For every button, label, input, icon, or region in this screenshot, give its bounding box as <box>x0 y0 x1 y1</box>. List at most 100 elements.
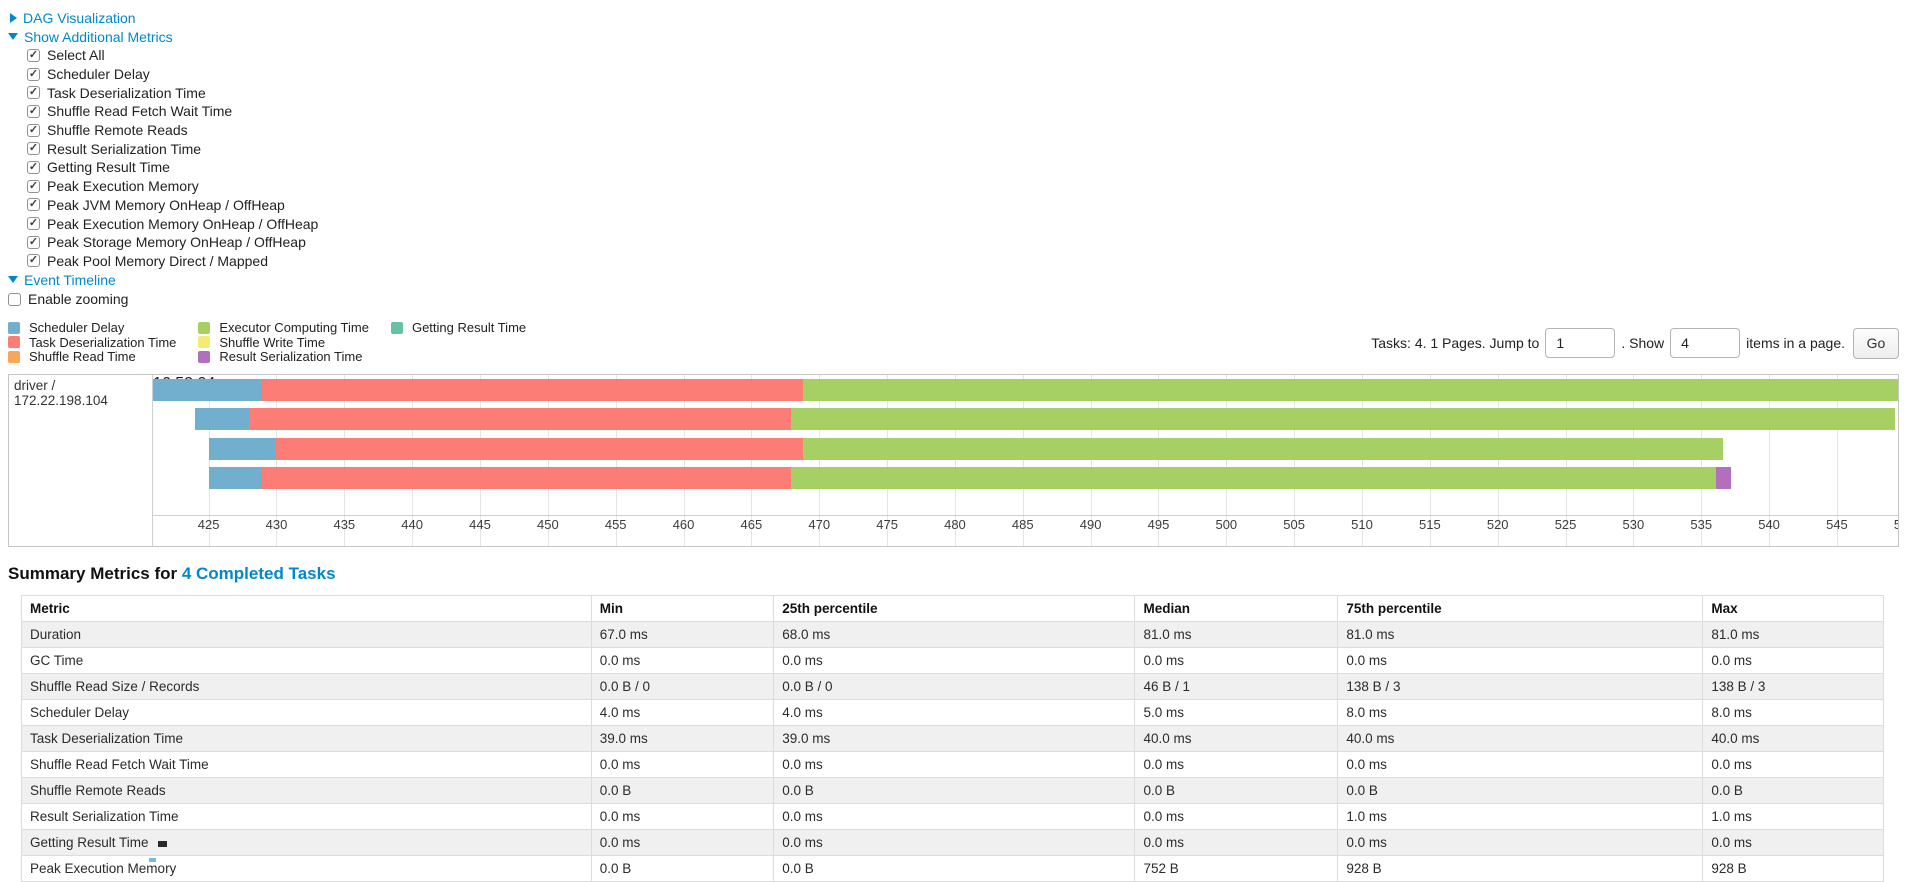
event-timeline-toggle[interactable]: Event Timeline <box>8 270 1899 289</box>
timeline-gridline <box>276 374 278 546</box>
legend-swatch <box>198 336 211 348</box>
legend-swatch <box>198 321 211 334</box>
task-segment-executor-computing[interactable] <box>790 407 1896 430</box>
axis-tick-label: 435 <box>333 516 356 532</box>
table-cell: Task Deserialization Time <box>21 724 592 752</box>
enable-zooming-checkbox[interactable] <box>8 292 21 306</box>
timeline-task-bar[interactable] <box>153 407 1898 430</box>
table-row: Task Deserialization Time 39.0 ms 39.0 ms 4… <box>21 724 1884 752</box>
table-cell: 752 B <box>1134 854 1339 882</box>
task-segment-scheduler-delay[interactable] <box>153 378 262 401</box>
table-cell: GC Time <box>21 646 592 674</box>
task-segment-task-deserialization[interactable] <box>261 378 803 401</box>
timeline-gridline <box>1022 374 1024 546</box>
table-cell: 0.0 B <box>590 854 775 882</box>
items-per-page-input[interactable] <box>1670 328 1741 358</box>
table-cell: 0.0 B <box>1337 776 1704 804</box>
table-cell: 0.0 ms <box>1337 646 1704 674</box>
metric-checkbox[interactable] <box>27 86 40 100</box>
metric-checkbox-item[interactable]: Result Serialization Time <box>27 139 1899 158</box>
timeline-task-bar[interactable] <box>153 437 1898 460</box>
summary-metrics-table-wrap: Metric Min 25th percentile Median 75th perce… <box>21 594 1884 882</box>
metric-checkbox[interactable] <box>27 142 40 156</box>
timeline-group-label: driver / 172.22.198.104 <box>9 374 153 546</box>
timeline-gridline <box>344 374 346 546</box>
task-segment-task-deserialization[interactable] <box>276 437 803 460</box>
timeline-gridline <box>1769 374 1771 546</box>
table-cell: 0.0 B <box>1134 776 1339 804</box>
metric-checkbox[interactable] <box>27 217 40 231</box>
metric-checkbox-item[interactable]: Task Deserialization Time <box>27 83 1899 102</box>
metric-checkbox-label: Peak Execution Memory <box>47 178 199 195</box>
table-cell: 4.0 ms <box>773 698 1136 726</box>
metric-checkbox[interactable] <box>27 67 40 81</box>
go-button[interactable]: Go <box>1853 327 1899 359</box>
metric-checkbox-item[interactable]: Peak Execution Memory OnHeap / OffHeap <box>27 214 1899 233</box>
task-segment-executor-computing[interactable] <box>790 466 1717 489</box>
metric-checkbox[interactable] <box>27 254 40 268</box>
metric-checkbox[interactable] <box>27 160 40 174</box>
legend-item: Task Deserialization Time <box>8 335 176 350</box>
timeline-task-bar[interactable] <box>153 378 1898 401</box>
task-segment-task-deserialization[interactable] <box>261 466 791 489</box>
metric-checkbox-item[interactable]: Shuffle Remote Reads <box>27 121 1899 140</box>
table-cell: 40.0 ms <box>1337 724 1704 752</box>
table-row: GC Time 0.0 ms 0.0 ms 0.0 ms 0.0 ms 0.0 ms <box>21 646 1884 674</box>
dag-visualization-link[interactable]: DAG Visualization <box>23 9 136 26</box>
timeline-gridline <box>1836 374 1838 546</box>
metric-checkbox-item[interactable]: Select All <box>27 46 1899 65</box>
axis-tick-label: 500 <box>1215 516 1238 532</box>
metric-checkbox[interactable] <box>27 235 40 249</box>
table-header-cell: Min <box>590 594 775 622</box>
metric-checkbox-item[interactable]: Peak Pool Memory Direct / Mapped <box>27 252 1899 271</box>
metric-checkbox[interactable] <box>27 123 40 137</box>
metric-checkbox-item[interactable]: Shuffle Read Fetch Wait Time <box>27 102 1899 121</box>
show-additional-metrics-toggle[interactable]: Show Additional Metrics <box>8 27 1899 46</box>
dag-visualization-toggle[interactable]: DAG Visualization <box>8 8 1899 27</box>
legend-item: Result Serialization Time <box>198 349 369 364</box>
axis-tick-label: 480 <box>944 516 966 532</box>
metric-checkbox[interactable] <box>27 104 40 118</box>
event-timeline-link[interactable]: Event Timeline <box>24 271 116 288</box>
task-segment-task-deserialization[interactable] <box>249 407 791 430</box>
task-segment-scheduler-delay[interactable] <box>208 466 262 489</box>
legend-label: Scheduler Delay <box>29 320 125 335</box>
axis-tick-label: 490 <box>1079 516 1102 532</box>
metric-checkbox-label: Peak Execution Memory OnHeap / OffHeap <box>47 215 319 232</box>
axis-tick-label: 475 <box>876 516 898 532</box>
axis-tick-label: 430 <box>265 516 288 532</box>
table-cell: 0.0 ms <box>590 646 775 674</box>
task-segment-scheduler-delay[interactable] <box>208 437 277 460</box>
metric-checkbox-item[interactable]: Peak Storage Memory OnHeap / OffHeap <box>27 233 1899 252</box>
jump-to-page-input[interactable] <box>1545 328 1616 358</box>
task-segment-scheduler-delay[interactable] <box>195 407 250 430</box>
task-segment-result-serialization[interactable] <box>1716 466 1732 489</box>
timeline-task-bar[interactable] <box>153 466 1898 489</box>
completed-tasks-link[interactable]: 4 Completed Tasks <box>181 563 336 583</box>
metric-checkbox[interactable] <box>27 198 40 212</box>
axis-tick-label: 450 <box>537 516 559 532</box>
enable-zooming-label: Enable zooming <box>28 291 129 308</box>
table-header-cell: Metric <box>21 594 592 622</box>
show-additional-metrics-link[interactable]: Show Additional Metrics <box>24 28 173 45</box>
metric-checkbox-item[interactable]: Peak Execution Memory <box>27 177 1899 196</box>
legend-and-pagination-row: Scheduler Delay Task Deserialization Time… <box>8 320 1899 364</box>
timeline-plot-area: 425 430 435 440 445 450 455 460 465 470 475 480 485 4… <box>153 374 1898 546</box>
task-segment-executor-computing[interactable] <box>802 378 1898 401</box>
enable-zooming-checkbox-row[interactable]: Enable zooming <box>8 290 1899 308</box>
metric-checkbox-item[interactable]: Peak JVM Memory OnHeap / OffHeap <box>27 196 1899 215</box>
metric-checkbox-item[interactable]: Scheduler Delay <box>27 65 1899 84</box>
legend-label: Getting Result Time <box>411 320 527 335</box>
table-cell: 0.0 ms <box>1702 828 1884 856</box>
timeline-gridline <box>412 374 414 546</box>
metric-checkbox[interactable] <box>27 48 40 62</box>
metric-checkbox-item[interactable]: Getting Result Time <box>27 158 1899 177</box>
task-segment-executor-computing[interactable] <box>802 437 1723 460</box>
chevron-down-icon <box>8 276 18 284</box>
table-header-row: Metric Min 25th percentile Median 75th perce… <box>21 594 1884 622</box>
timeline-gridline <box>1565 374 1567 546</box>
metric-checkbox[interactable] <box>27 179 40 193</box>
table-cell: Getting Result Time <box>21 828 592 856</box>
legend-column: Executor Computing Time Shuffle Write Tim… <box>198 320 369 364</box>
